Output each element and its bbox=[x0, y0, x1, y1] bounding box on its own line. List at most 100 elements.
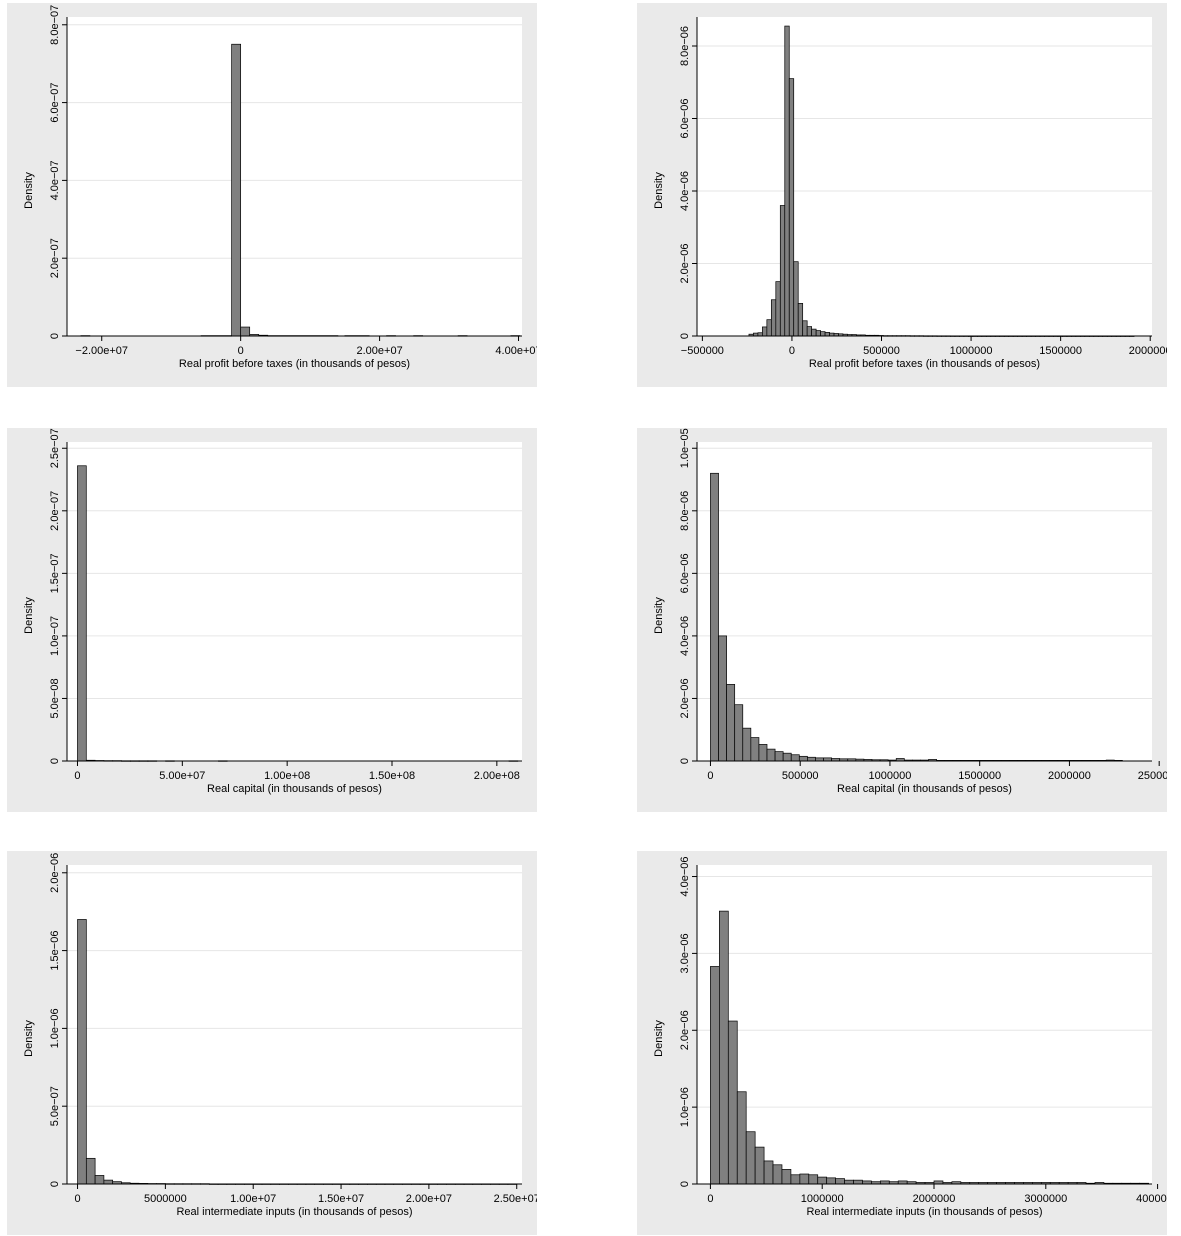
x-tick-label: 2000000 bbox=[1129, 345, 1167, 357]
x-axis-title: Real profit before taxes (in thousands o… bbox=[179, 358, 410, 370]
y-axis-title: Density bbox=[23, 172, 35, 209]
y-tick-label: 3.0e−06 bbox=[679, 933, 691, 973]
y-tick-label: 2.0e−06 bbox=[679, 678, 691, 718]
y-tick-label: 2.0e−06 bbox=[49, 853, 61, 893]
histogram-bar bbox=[798, 755, 808, 762]
x-tick-label: 2.50e+07 bbox=[494, 1193, 537, 1205]
x-tick-label: 0 bbox=[74, 770, 80, 782]
y-tick-label: 0 bbox=[679, 758, 691, 764]
y-tick-label: 6.0e−06 bbox=[679, 553, 691, 593]
histogram-bar bbox=[710, 966, 720, 1185]
histogram-bar bbox=[844, 1179, 854, 1185]
histogram-panel-inputs-trimmed: 0 1.0e−06 2.0e−06 3.0e−06 4.0e−06 0 1000000 200… bbox=[637, 851, 1167, 1235]
histogram-bar bbox=[77, 919, 87, 1185]
histogram-bar bbox=[766, 748, 776, 762]
x-tick-label: 1000000 bbox=[869, 770, 912, 782]
histogram-bar bbox=[806, 326, 812, 337]
y-axis-title: Density bbox=[653, 172, 665, 209]
y-tick-label: 8.0e−06 bbox=[679, 491, 691, 531]
histogram-svg: 0 1.0e−06 2.0e−06 3.0e−06 4.0e−06 0 1000000 200… bbox=[637, 851, 1167, 1235]
y-tick-label: 2.0e−06 bbox=[679, 243, 691, 283]
histogram-bar bbox=[103, 1179, 114, 1185]
y-axis-title: Density bbox=[653, 1020, 665, 1057]
y-tick-label: 1.5e−07 bbox=[49, 553, 61, 593]
histogram-svg: 0 2.0e−06 4.0e−06 6.0e−06 8.0e−06 1.0e−05 0 500… bbox=[637, 428, 1167, 812]
histogram-bar bbox=[815, 330, 821, 337]
histogram-bar bbox=[762, 326, 768, 337]
x-tick-label: 0 bbox=[238, 345, 244, 357]
histogram-bar bbox=[758, 744, 768, 762]
y-tick-label: 5.0e−08 bbox=[49, 678, 61, 718]
x-tick-label: 5000000 bbox=[144, 1193, 187, 1205]
histogram-bar bbox=[793, 261, 799, 337]
histogram-bar bbox=[736, 1091, 747, 1185]
x-tick-label: 1.50e+08 bbox=[369, 770, 415, 782]
x-tick-label: −500000 bbox=[681, 345, 724, 357]
x-tick-label: 5.00e+07 bbox=[159, 770, 205, 782]
histogram-svg: 0 2.0e−07 4.0e−07 6.0e−07 8.0e−07 −2.00e+07 0 2… bbox=[7, 3, 537, 387]
y-tick-label: 1.0e−06 bbox=[679, 1087, 691, 1127]
histogram-svg: 0 5.0e−08 1.0e−07 1.5e−07 2.0e−07 2.5e−07 0 5.0… bbox=[7, 428, 537, 812]
y-tick-label: 0 bbox=[49, 1181, 61, 1187]
y-tick-label: 0 bbox=[679, 1181, 691, 1187]
histogram-bar bbox=[77, 465, 87, 762]
histogram-bar bbox=[784, 25, 790, 337]
x-tick-label: 2.00e+07 bbox=[406, 1193, 452, 1205]
x-tick-label: 2.00e+07 bbox=[357, 345, 403, 357]
histogram-bar bbox=[790, 754, 800, 762]
histogram-panel-profit-trimmed: 0 2.0e−06 4.0e−06 6.0e−06 8.0e−06 −500000 0 500… bbox=[637, 3, 1167, 387]
plot-area bbox=[697, 865, 1152, 1184]
histogram-bar bbox=[231, 43, 242, 337]
x-tick-label: 1000000 bbox=[950, 345, 993, 357]
histogram-bar bbox=[763, 1160, 774, 1185]
y-axis-title: Density bbox=[23, 597, 35, 634]
histogram-bar bbox=[782, 752, 792, 762]
y-tick-label: 2.5e−07 bbox=[49, 428, 61, 468]
histogram-bar bbox=[826, 1177, 836, 1185]
plot-area bbox=[697, 442, 1152, 761]
histogram-bar bbox=[817, 1176, 828, 1185]
y-tick-label: 4.0e−06 bbox=[679, 856, 691, 896]
plot-area bbox=[697, 17, 1152, 336]
x-tick-label: 0 bbox=[789, 345, 795, 357]
histogram-bar bbox=[766, 319, 772, 337]
histogram-bar bbox=[808, 1174, 819, 1185]
histogram-bar bbox=[85, 1157, 96, 1185]
x-tick-label: 1500000 bbox=[1039, 345, 1082, 357]
y-tick-label: 6.0e−07 bbox=[49, 83, 61, 123]
x-tick-label: 500000 bbox=[863, 345, 900, 357]
x-axis-title: Real intermediate inputs (in thousands o… bbox=[806, 1206, 1042, 1218]
histogram-bar bbox=[790, 1174, 801, 1185]
histogram-bar bbox=[742, 727, 752, 762]
x-tick-label: 2000000 bbox=[913, 1193, 956, 1205]
y-tick-label: 6.0e−06 bbox=[679, 98, 691, 138]
x-tick-label: 2.00e+08 bbox=[474, 770, 520, 782]
y-tick-label: 1.5e−06 bbox=[49, 931, 61, 971]
y-tick-label: 0 bbox=[49, 333, 61, 339]
y-tick-label: 4.0e−06 bbox=[679, 171, 691, 211]
y-tick-label: 2.0e−07 bbox=[49, 491, 61, 531]
histogram-bar bbox=[788, 78, 795, 337]
histogram-bar bbox=[770, 299, 777, 337]
y-tick-label: 4.0e−06 bbox=[679, 616, 691, 656]
histogram-bar bbox=[240, 326, 251, 337]
histogram-svg: 0 2.0e−06 4.0e−06 6.0e−06 8.0e−06 −500000 0 500… bbox=[637, 3, 1167, 387]
histogram-bar bbox=[824, 332, 830, 337]
y-tick-label: 1.0e−07 bbox=[49, 616, 61, 656]
histogram-bar bbox=[710, 472, 719, 762]
x-axis-title: Real intermediate inputs (in thousands o… bbox=[176, 1206, 412, 1218]
histogram-panel-profit-full: 0 2.0e−07 4.0e−07 6.0e−07 8.0e−07 −2.00e+07 0 2… bbox=[7, 3, 537, 387]
x-tick-label: −2.00e+07 bbox=[75, 345, 128, 357]
x-tick-label: 1500000 bbox=[958, 770, 1001, 782]
y-tick-label: 8.0e−06 bbox=[679, 26, 691, 66]
plot-area bbox=[67, 442, 522, 761]
histogram-bar bbox=[754, 1146, 765, 1185]
histogram-panel-capital-full: 0 5.0e−08 1.0e−07 1.5e−07 2.0e−07 2.5e−07 0 5.0… bbox=[7, 428, 537, 812]
y-tick-label: 0 bbox=[679, 333, 691, 339]
histogram-bar bbox=[835, 1178, 845, 1185]
histogram-bar bbox=[727, 1020, 738, 1185]
histogram-bar bbox=[779, 205, 786, 337]
histogram-bar bbox=[797, 303, 804, 337]
y-axis-title: Density bbox=[653, 597, 665, 634]
x-axis-title: Real capital (in thousands of pesos) bbox=[837, 783, 1012, 795]
